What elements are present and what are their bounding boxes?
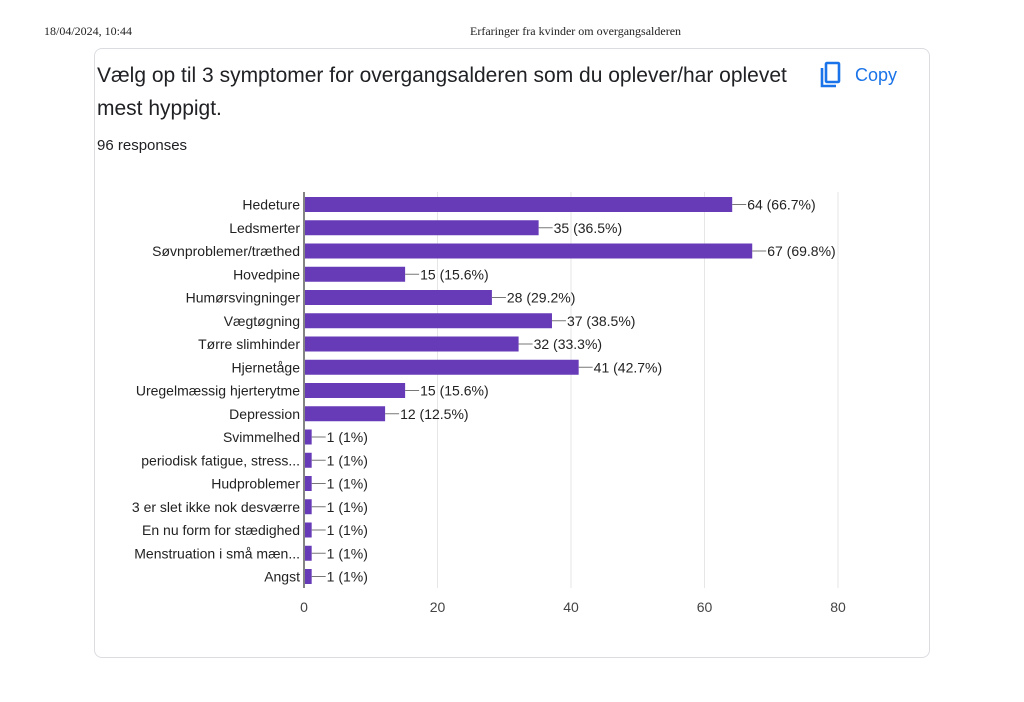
category-label: Humørsvingninger: [186, 290, 301, 306]
category-label: Hovedpine: [233, 266, 300, 282]
data-label: 32 (33.3%): [534, 336, 602, 352]
x-tick-label: 80: [830, 599, 846, 615]
bar: [305, 522, 312, 538]
data-label: 12 (12.5%): [400, 406, 468, 422]
category-label: Vægtøgning: [224, 313, 300, 329]
x-tick-label: 0: [300, 599, 308, 615]
data-label: 1 (1%): [327, 522, 368, 538]
bar: [305, 476, 312, 491]
data-label: 15 (15.6%): [420, 383, 488, 399]
x-tick-label: 40: [563, 599, 579, 615]
category-label: 3 er slet ikke nok desværre: [132, 499, 300, 515]
data-label: 35 (36.5%): [554, 220, 622, 236]
print-title: Erfaringer fra kvinder om overgangsalder…: [470, 24, 682, 38]
print-header: 18/04/2024, 10:44 Erfaringer fra kvinder…: [0, 24, 1024, 42]
bar: [305, 336, 519, 352]
bar: [305, 266, 406, 282]
print-date: 18/04/2024, 10:44: [44, 24, 133, 38]
bar: [305, 359, 579, 375]
x-tick-label: 60: [697, 599, 713, 615]
data-label: 64 (66.7%): [747, 197, 815, 213]
category-label: Svimmelhed: [223, 429, 300, 445]
bar: [305, 569, 312, 584]
category-label: Menstruation i små mæn...: [134, 545, 300, 561]
bar: [305, 243, 753, 259]
category-label: En nu form for stædighed: [142, 522, 300, 538]
category-label: Hudproblemer: [211, 476, 300, 492]
data-label: 1 (1%): [327, 429, 368, 445]
x-tick-label: 20: [430, 599, 446, 615]
bar: [305, 197, 733, 212]
data-label: 1 (1%): [327, 476, 368, 492]
data-label: 1 (1%): [327, 569, 368, 585]
category-label: Ledsmerter: [229, 220, 300, 236]
bar: [305, 313, 552, 329]
bar: [305, 545, 312, 561]
category-label: Søvnproblemer/træthed: [152, 243, 300, 259]
data-label: 1 (1%): [327, 452, 368, 468]
category-label: Tørre slimhinder: [198, 336, 300, 352]
response-count: 96 responses: [97, 137, 188, 154]
category-label: Angst: [264, 569, 300, 585]
copy-label: Copy: [855, 64, 898, 85]
data-label: 28 (29.2%): [507, 290, 575, 306]
bar: [305, 452, 312, 468]
bar: [305, 383, 406, 398]
category-label: periodisk fatigue, stress...: [141, 452, 300, 468]
data-label: 15 (15.6%): [420, 266, 488, 282]
bar: [305, 290, 492, 305]
copy-icon: [820, 61, 841, 88]
category-label: Uregelmæssig hjerterytme: [136, 383, 300, 399]
category-label: Hedeture: [242, 197, 300, 213]
bar: [305, 429, 312, 445]
data-label: 1 (1%): [327, 545, 368, 561]
copy-button[interactable]: Copy: [817, 59, 897, 91]
category-label: Hjernetåge: [232, 359, 301, 375]
bar: [305, 406, 386, 422]
category-label: Depression: [229, 406, 300, 422]
data-label: 41 (42.7%): [594, 359, 662, 375]
bar: [305, 220, 539, 236]
data-label: 67 (69.8%): [767, 243, 835, 259]
question-card: Vælg op til 3 symptomer for overgangsald…: [94, 48, 930, 658]
data-label: 1 (1%): [327, 499, 368, 515]
bar: [305, 499, 312, 515]
data-label: 37 (38.5%): [567, 313, 635, 329]
question-title: Vælg op til 3 symptomer for overgangsald…: [97, 64, 787, 120]
